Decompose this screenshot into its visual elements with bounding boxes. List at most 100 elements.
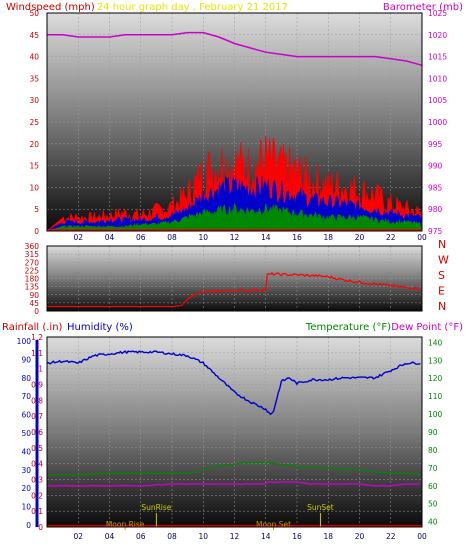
compass-label: N: [438, 238, 446, 251]
humidity-axis-title: Humidity (%): [67, 322, 133, 333]
wind-x-tick-label: 18: [323, 233, 333, 242]
wind-tick-label: 10: [29, 183, 39, 192]
temp-tick-label: 140: [428, 338, 443, 347]
barometer-tick-label: 980: [428, 205, 443, 214]
temp-tick-label: 70: [428, 464, 438, 473]
wind-low-series: [46, 202, 423, 232]
temp-tick-label: 90: [428, 428, 438, 437]
direction-tick-label: 0: [34, 307, 39, 316]
wind-x-tick-label: 20: [355, 233, 365, 242]
rain-tick-label: 1.2: [31, 333, 43, 342]
barometer-tick-label: 1000: [428, 118, 447, 127]
humidity-series: [46, 350, 421, 416]
wind-axis-title: Windspeed (mph): [6, 2, 95, 13]
climate-x-tick-label: 16: [292, 532, 302, 541]
climate-x-tick-label: 12: [230, 532, 240, 541]
humidity-tick-label: 60: [21, 411, 31, 420]
barometer-tick-label: 1015: [428, 53, 447, 62]
humidity-tick-label: 30: [21, 466, 31, 475]
wind-tick-label: 5: [34, 205, 39, 214]
event-label: Moon Set: [256, 520, 291, 529]
direction-tick-label: 270: [25, 258, 40, 267]
barometer-tick-label: 1020: [428, 31, 447, 40]
event-label: Moon Rise: [106, 520, 145, 529]
direction-tick-label: 180: [25, 275, 40, 284]
direction-tick-label: 135: [25, 283, 40, 292]
barometer-tick-label: 985: [428, 183, 443, 192]
barometer-tick-label: 1005: [428, 96, 447, 105]
temp-tick-label: 80: [428, 446, 438, 455]
climate-x-tick-label: 06: [136, 532, 146, 541]
wind-x-tick-label: 14: [261, 233, 271, 242]
wind-x-tick-label: 16: [292, 233, 302, 242]
wind-x-tick-label: 02: [73, 233, 83, 242]
temp-tick-label: 120: [428, 374, 443, 383]
wind-tick-label: 0: [34, 227, 39, 236]
wind-tick-label: 25: [29, 118, 39, 127]
climate-series: [46, 350, 422, 527]
humidity-tick-label: 50: [21, 429, 31, 438]
direction-tick-label: 225: [25, 266, 40, 275]
compass-label: S: [438, 269, 445, 282]
wind-barometer-panel: 0510152025303540455097598098599099510001…: [6, 2, 463, 242]
humidity-tick-label: 10: [21, 503, 31, 512]
rain-tick-label: 0: [38, 523, 43, 532]
direction-tick-label: 360: [25, 242, 40, 251]
direction-tick-label: 315: [25, 250, 40, 259]
wind-x-tick-label: 22: [386, 233, 396, 242]
wind-tick-label: 45: [29, 31, 39, 40]
wind-tick-label: 30: [29, 96, 39, 105]
barometer-tick-label: 995: [428, 140, 443, 149]
humidity-tick-label: 80: [21, 374, 31, 383]
temp-tick-label: 110: [428, 392, 443, 401]
humidity-tick-label: 0: [26, 521, 31, 530]
temp-tick-label: 130: [428, 356, 443, 365]
temp-tick-label: 40: [428, 518, 438, 527]
wind-x-tick-label: 00: [417, 233, 427, 242]
wind-tick-label: 15: [29, 162, 39, 171]
barometer-axis-title: Barometer (mb): [383, 2, 463, 13]
climate-x-tick-label: 20: [355, 532, 365, 541]
climate-x-tick-label: 00: [417, 532, 427, 541]
humidity-tick-label: 70: [21, 392, 31, 401]
climate-x-tick-label: 18: [323, 532, 333, 541]
temp-tick-label: 60: [428, 482, 438, 491]
barometer-tick-label: 1025: [428, 9, 447, 18]
wind-tick-labels: 0510152025303540455097598098599099510001…: [29, 9, 447, 242]
wind-series: [45, 31, 423, 232]
wind-x-tick-label: 10: [198, 233, 208, 242]
wind-tick-label: 50: [29, 9, 39, 18]
wind-x-tick-label: 08: [167, 233, 177, 242]
rain-tick-label: 1: [38, 365, 43, 374]
compass-label: W: [438, 254, 449, 267]
wind-direction-series: [47, 272, 421, 308]
climate-x-tick-label: 08: [167, 532, 177, 541]
compass-label: N: [438, 300, 446, 313]
direction-series: [47, 272, 421, 308]
temperature-axis-title: Temperature (°F): [305, 322, 391, 333]
wind-x-tick-label: 06: [136, 233, 146, 242]
wind-tick-label: 20: [29, 140, 39, 149]
dewpoint-axis-title: Dew Point (°F): [391, 322, 463, 333]
temp-tick-label: 50: [428, 500, 438, 509]
barometer-series: [47, 31, 423, 67]
wind-tick-label: 40: [29, 53, 39, 62]
climate-x-tick-label: 14: [261, 532, 271, 541]
direction-tick-label: 45: [29, 299, 39, 308]
climate-x-tick-label: 04: [105, 532, 115, 541]
temp-tick-label: 100: [428, 410, 443, 419]
climate-x-tick-label: 10: [198, 532, 208, 541]
rainfall-axis-title: Rainfall (.in): [2, 322, 63, 333]
temperature-series: [46, 461, 421, 477]
compass-label: E: [438, 285, 445, 298]
humidity-tick-label: 90: [21, 355, 31, 364]
wind-x-tick-label: 04: [105, 233, 115, 242]
humidity-tick-label: 40: [21, 447, 31, 456]
barometer-tick-label: 990: [428, 162, 443, 171]
barometer-tick-label: 975: [428, 227, 443, 236]
humidity-tick-label: 20: [21, 484, 31, 493]
